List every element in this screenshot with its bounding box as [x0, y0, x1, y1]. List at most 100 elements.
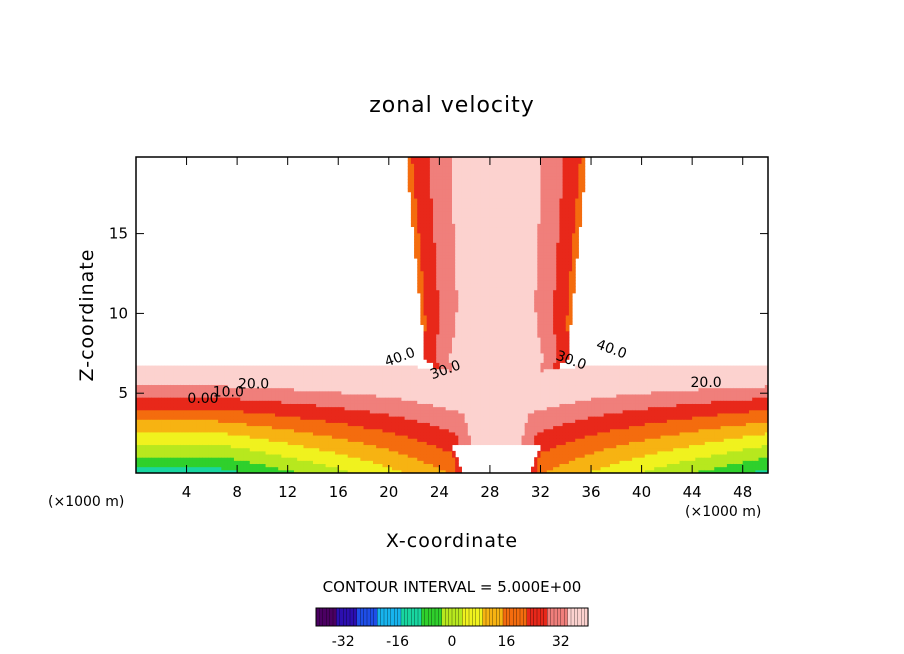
colorbar-swatch	[332, 607, 337, 627]
colorbar-swatch	[336, 607, 341, 627]
colorbar-swatch	[462, 607, 467, 627]
colorbar-swatch	[387, 607, 392, 627]
colorbar-swatch	[577, 607, 582, 627]
colorbar-tick-label: 0	[448, 634, 457, 650]
colorbar-swatch	[581, 607, 586, 627]
colorbar-swatch	[360, 607, 365, 627]
x-tick-label: 48	[733, 483, 752, 501]
colorbar-swatch	[506, 607, 511, 627]
colorbar-swatch	[397, 607, 402, 627]
colorbar-swatch	[322, 607, 327, 627]
colorbar-swatch	[543, 607, 548, 627]
colorbar-swatch	[567, 607, 572, 627]
colorbar-swatch	[475, 607, 480, 627]
colorbar-swatch	[326, 607, 331, 627]
x-tick-label: 12	[278, 483, 297, 501]
colorbar-swatch	[499, 607, 504, 627]
colorbar-swatch	[516, 607, 521, 627]
colorbar-swatch	[377, 607, 382, 627]
x-tick-label: 40	[632, 483, 651, 501]
x-tick-label: 36	[581, 483, 600, 501]
x-unit-label-right: (×1000 m)	[685, 504, 761, 520]
x-tick-label: 4	[182, 483, 192, 501]
colorbar-swatch	[329, 607, 334, 627]
colorbar-swatch	[414, 607, 419, 627]
colorbar-swatch	[383, 607, 388, 627]
colorbar-swatch	[540, 607, 545, 627]
y-tick-label: 5	[118, 384, 128, 402]
colorbar-swatch	[445, 607, 450, 627]
colorbar-tick-label: -16	[386, 634, 409, 650]
colorbar-swatch	[485, 607, 490, 627]
colorbar-swatch	[523, 607, 528, 627]
contour-label: 40.0	[594, 337, 629, 363]
x-tick-label: 16	[329, 483, 348, 501]
colorbar-swatch	[502, 607, 507, 627]
plot-frame	[135, 156, 769, 474]
colorbar-swatch	[574, 607, 579, 627]
colorbar-swatch	[496, 607, 501, 627]
colorbar-swatch	[455, 607, 460, 627]
colorbar-swatch	[343, 607, 348, 627]
colorbar-swatch	[404, 607, 409, 627]
colorbar-swatch	[509, 607, 514, 627]
colorbar-swatch	[366, 607, 371, 627]
contour-interval-label: CONTOUR INTERVAL = 5.000E+00	[323, 578, 582, 596]
colorbar-swatch	[468, 607, 473, 627]
colorbar-swatch	[441, 607, 446, 627]
colorbar-swatch	[417, 607, 422, 627]
colorbar-swatch	[564, 607, 569, 627]
colorbar-swatch	[526, 607, 531, 627]
colorbar-swatch	[411, 607, 416, 627]
colorbar-swatch	[448, 607, 453, 627]
contour-label: 0.00	[187, 391, 218, 407]
velocity-field	[136, 157, 768, 473]
colorbar-swatch	[492, 607, 497, 627]
colorbar-swatch	[465, 607, 470, 627]
contour-label: 20.0	[691, 375, 722, 391]
colorbar-tick-label: 16	[497, 634, 515, 650]
colorbar-swatch	[553, 607, 558, 627]
colorbar-swatch	[489, 607, 494, 627]
colorbar-tick-label: -32	[332, 634, 355, 650]
colorbar-tick-label: 32	[552, 634, 570, 650]
chart-title: zonal velocity	[369, 93, 535, 118]
y-axis-label: Z-coordinate	[76, 249, 98, 382]
colorbar-swatch	[519, 607, 524, 627]
colorbar-swatch	[353, 607, 358, 627]
x-tick-label: 32	[531, 483, 550, 501]
colorbar-swatch	[536, 607, 541, 627]
colorbar-swatch	[349, 607, 354, 627]
colorbar-swatch	[547, 607, 552, 627]
colorbar-swatch	[373, 607, 378, 627]
x-tick-label: 44	[683, 483, 702, 501]
colorbar-swatch	[482, 607, 487, 627]
colorbar-swatch	[315, 607, 320, 627]
colorbar-swatch	[434, 607, 439, 627]
colorbar-swatch	[400, 607, 405, 627]
colorbar-swatch	[550, 607, 555, 627]
colorbar-swatch	[424, 607, 429, 627]
contour-label: 20.0	[238, 376, 269, 392]
x-tick-label: 8	[232, 483, 242, 501]
y-tick-label: 15	[109, 225, 128, 243]
x-axis-label: X-coordinate	[386, 530, 518, 552]
colorbar-swatch	[380, 607, 385, 627]
colorbar-swatch	[390, 607, 395, 627]
colorbar-frame	[315, 607, 589, 627]
colorbar-swatch	[570, 607, 575, 627]
colorbar-swatch	[431, 607, 436, 627]
colorbar-swatch	[346, 607, 351, 627]
colorbar-swatch	[530, 607, 535, 627]
colorbar-swatch	[339, 607, 344, 627]
x-tick-label: 24	[430, 483, 449, 501]
colorbar-swatch	[557, 607, 562, 627]
colorbar-swatch	[438, 607, 443, 627]
colorbar-swatch	[356, 607, 361, 627]
contour-label: 10.0	[213, 384, 244, 400]
x-axis-ticks: 4 8 12 16 20 24 28 32 36 40 44 48	[182, 157, 752, 501]
x-tick-label: 20	[379, 483, 398, 501]
x-tick-label: 28	[480, 483, 499, 501]
colorbar-ticks: -32 -16 0 16 32	[332, 634, 570, 650]
